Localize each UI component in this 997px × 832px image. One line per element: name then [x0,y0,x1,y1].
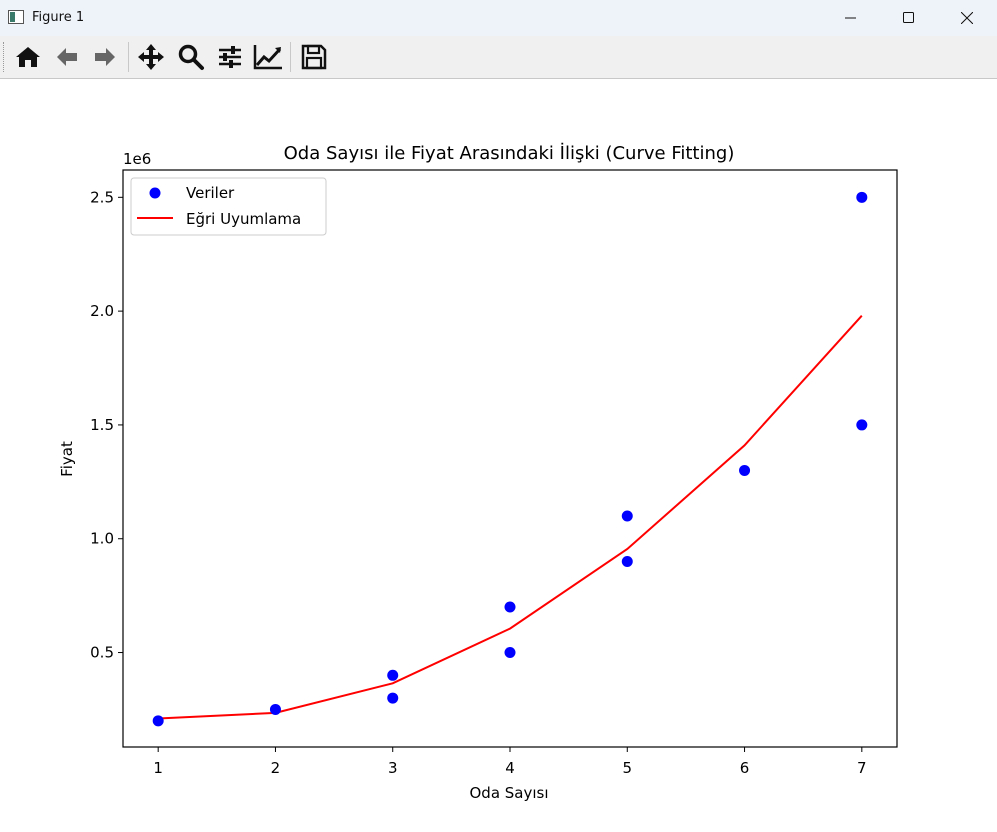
data-point [269,703,281,715]
x-tick-label: 7 [857,759,867,777]
data-point [621,510,633,522]
data-point [387,669,399,681]
zoom-button[interactable] [174,40,208,74]
data-point [739,464,751,476]
x-tick-label: 1 [153,759,163,777]
minimize-icon [845,17,856,19]
minimize-button[interactable] [822,0,880,36]
y-tick-label: 1.5 [90,416,114,434]
close-icon [961,12,973,24]
chart: Oda Sayısı ile Fiyat Arasındaki İlişki (… [0,79,997,828]
legend-label-egri-uyumlama: Eğri Uyumlama [186,210,301,228]
figure-app-icon [8,10,24,24]
home-icon [16,47,40,67]
legend-box [130,177,327,236]
plot-area: 1 2 3 4 5 6 7 0.5 1.0 1.5 2.0 2.5 [90,188,868,777]
y-offset-label: 1e6 [123,150,151,168]
sliders-icon [219,46,241,68]
toolbar-separator [290,42,291,72]
data-point [152,715,164,727]
figure-canvas: Oda Sayısı ile Fiyat Arasındaki İlişki (… [0,79,997,828]
window-title: Figure 1 [32,10,85,25]
window-titlebar: Figure 1 [0,0,997,36]
data-point [856,419,868,431]
x-tick-label: 6 [740,759,750,777]
data-point [504,601,516,613]
y-axis-label: Fiyat [58,441,76,477]
close-button[interactable] [938,0,996,36]
navigation-toolbar [0,36,997,79]
x-tick-label: 5 [622,759,632,777]
legend: Veriler Eğri Uyumlama [130,177,327,236]
axes-frame [122,169,898,748]
data-point [504,647,516,659]
data-point [387,692,399,704]
back-button[interactable] [50,40,84,74]
subplots-button[interactable] [213,40,247,74]
y-tick-label: 2.0 [90,302,114,320]
x-tick-label: 2 [271,759,281,777]
save-button[interactable] [297,40,331,74]
forward-button[interactable] [88,40,122,74]
maximize-button[interactable] [880,0,938,36]
line-chart-icon [253,45,282,70]
customize-button[interactable] [251,40,285,74]
y-tick-label: 0.5 [90,644,114,662]
data-point [621,555,633,567]
legend-marker-veriler [149,187,161,199]
toolbar-separator [128,42,129,72]
floppy-icon [301,44,327,70]
chart-title: Oda Sayısı ile Fiyat Arasındaki İlişki (… [284,143,735,164]
move-icon [138,44,164,70]
home-button[interactable] [11,40,45,74]
x-tick-label: 4 [505,759,515,777]
y-tick-label: 1.0 [90,530,114,548]
data-point [856,191,868,203]
arrow-right-icon [95,48,115,66]
magnifier-icon [178,44,204,70]
pan-button[interactable] [134,40,168,74]
toolbar-grip [3,42,6,72]
x-axis-label: Oda Sayısı [469,784,548,802]
arrow-left-icon [57,48,77,66]
y-tick-label: 2.5 [90,188,114,206]
legend-label-veriler: Veriler [186,184,235,202]
x-tick-label: 3 [388,759,398,777]
maximize-icon [903,12,914,23]
